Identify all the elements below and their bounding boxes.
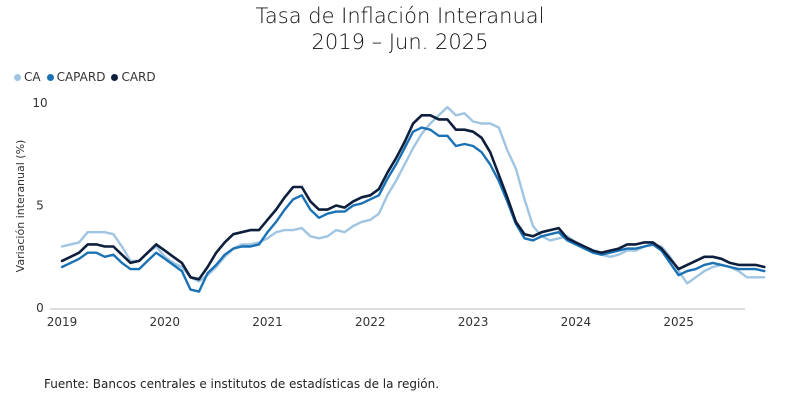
chart-subtitle: 2019 – Jun. 2025 <box>311 30 489 54</box>
legend-dot-ca <box>14 73 21 81</box>
chart-lines <box>60 105 766 293</box>
legend-item-capard: CAPARD <box>46 70 106 84</box>
legend-dot-card <box>111 73 119 81</box>
legend: CA CAPARD CARD <box>14 70 162 84</box>
y-tick-label: 0 <box>36 301 44 315</box>
source-note: Fuente: Bancos centrales e institutos de… <box>44 377 440 391</box>
legend-item-ca: CA <box>14 70 41 84</box>
chart-axes: 0 5 10 2019 2020 2021 2022 2023 2024 2025 <box>32 96 745 329</box>
x-tick-label: 2023 <box>458 315 489 329</box>
x-tick-label: 2022 <box>355 315 386 329</box>
legend-label-ca: CA <box>24 70 41 84</box>
series-line-card <box>60 114 766 281</box>
x-tick-label: 2019 <box>47 315 78 329</box>
chart-title: Tasa de Inflación Interanual <box>255 4 545 28</box>
series-line-capard <box>60 126 766 293</box>
y-tick-label: 5 <box>36 199 44 213</box>
x-tick-label: 2025 <box>663 315 694 329</box>
y-axis-label: Variación interanual (%) <box>14 140 27 273</box>
legend-label-capard: CAPARD <box>56 70 106 84</box>
legend-item-card: CARD <box>111 70 156 84</box>
y-tick-label: 10 <box>32 96 47 110</box>
x-tick-label: 2020 <box>149 315 180 329</box>
legend-label-card: CARD <box>121 70 156 84</box>
x-tick-label: 2024 <box>561 315 592 329</box>
x-tick-label: 2021 <box>252 315 283 329</box>
legend-dot-capard <box>46 73 54 81</box>
